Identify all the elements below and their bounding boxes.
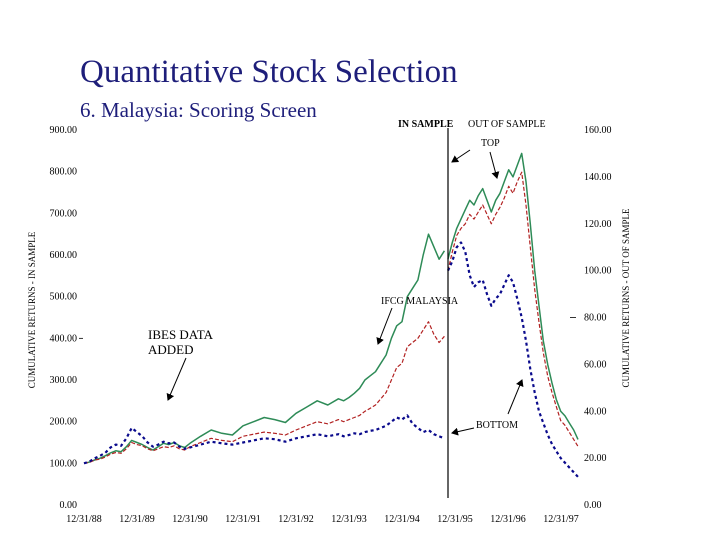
y-tick-label: 300.00 xyxy=(50,375,78,386)
y2-tick-label: 120.00 xyxy=(584,219,612,230)
x-tick-label: 12/31/96 xyxy=(490,514,526,525)
y2-tick-label: 40.00 xyxy=(584,406,607,417)
ibes-data-label-line2: ADDED xyxy=(148,342,194,357)
y-tick-label: 900.00 xyxy=(50,125,78,136)
series-line-top-out-of-sample xyxy=(447,152,579,440)
arrow-to-top xyxy=(489,151,500,179)
x-tick-label: 12/31/88 xyxy=(66,514,102,525)
x-tick-label: 12/31/90 xyxy=(172,514,208,525)
arrow-bottom-to-divider xyxy=(451,427,475,436)
y2-tick-label: 60.00 xyxy=(584,359,607,370)
y-tick-label: 800.00 xyxy=(50,167,78,178)
y-tick-label: 100.00 xyxy=(50,458,78,469)
y2-tick-label: 80.00 xyxy=(584,313,607,324)
out-of-sample-label: OUT OF SAMPLE xyxy=(468,119,546,130)
arrow-to-ifcg xyxy=(376,307,393,345)
y2-axis-label: CUMULATIVE RETURNS - OUT OF SAMPLE xyxy=(621,208,631,388)
series-line-bottom-out-of-sample xyxy=(447,241,579,478)
y-axis-label: CUMULATIVE RETURNS - IN SAMPLE xyxy=(27,231,37,388)
x-tick-label: 12/31/93 xyxy=(331,514,367,525)
y2-tick-label: 20.00 xyxy=(584,453,607,464)
y2-tick-label: 100.00 xyxy=(584,266,612,277)
y-tick-label: 200.00 xyxy=(50,417,78,428)
bottom-label: BOTTOM xyxy=(476,420,518,431)
top-label: TOP xyxy=(481,138,500,149)
x-tick-label: 12/31/89 xyxy=(119,514,155,525)
slide-subtitle: 6. Malaysia: Scoring Screen xyxy=(80,98,317,122)
series-line-bottom-in-sample xyxy=(83,414,445,465)
ifcg-malaysia-label: IFCG MALAYSIA xyxy=(381,296,459,307)
x-tick-label: 12/31/91 xyxy=(225,514,261,525)
chart-axes: 0.00 100.00 200.00 300.00 400.00 500.00 600.00… xyxy=(27,125,631,525)
y-tick-label: 700.00 xyxy=(50,208,78,219)
y2-tick-label: 160.00 xyxy=(584,125,612,136)
x-tick-label: 12/31/97 xyxy=(543,514,579,525)
arrow-to-bottom xyxy=(507,379,524,415)
y2-tick-label: 140.00 xyxy=(584,172,612,183)
arrow-to-ibes xyxy=(166,357,187,401)
series-layer xyxy=(83,152,579,478)
x-tick-label: 12/31/95 xyxy=(437,514,473,525)
y-tick-label: 0.00 xyxy=(60,500,78,511)
y-tick-label: 500.00 xyxy=(50,292,78,303)
ibes-data-label-line1: IBES DATA xyxy=(148,327,214,342)
series-line-top-in-sample xyxy=(83,233,446,465)
slide-title: Quantitative Stock Selection xyxy=(80,54,458,90)
series-line-ifcg-malaysia-out-of-sample xyxy=(447,171,579,447)
arrow-to-divider xyxy=(451,149,471,163)
series-line-ifcg-malaysia-in-sample xyxy=(83,321,445,464)
x-tick-label: 12/31/94 xyxy=(384,514,420,525)
y2-tick-label: 0.00 xyxy=(584,500,602,511)
y-tick-label: 600.00 xyxy=(50,250,78,261)
x-tick-label: 12/31/92 xyxy=(278,514,314,525)
y-tick-label: 400.00 xyxy=(50,333,78,344)
in-sample-label: IN SAMPLE xyxy=(398,119,454,130)
